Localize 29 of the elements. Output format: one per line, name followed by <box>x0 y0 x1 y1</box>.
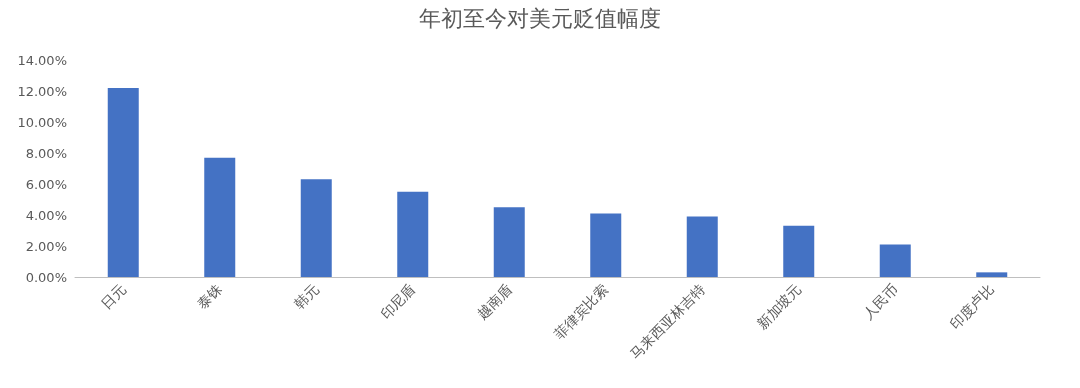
bar <box>783 225 815 277</box>
bar <box>107 87 139 277</box>
bar <box>879 244 911 277</box>
x-tick-label: 印度卢比 <box>946 281 998 333</box>
x-tick-label: 印尼盾 <box>377 281 419 323</box>
y-tick-label: 0.00% <box>25 269 67 285</box>
bar <box>493 207 525 277</box>
x-tick-label: 越南盾 <box>473 281 515 323</box>
bar <box>686 216 718 277</box>
y-tick-label: 6.00% <box>25 176 67 192</box>
x-tick-label: 马来西亚林吉特 <box>627 281 708 362</box>
x-tick-label: 日元 <box>97 281 129 313</box>
y-tick-label: 8.00% <box>25 145 67 161</box>
bar <box>590 213 622 277</box>
x-tick-label: 菲律宾比索 <box>550 281 612 343</box>
x-tick-label: 泰铢 <box>194 281 226 313</box>
x-tick-label: 韩元 <box>290 281 322 313</box>
y-tick-label: 12.00% <box>17 83 67 99</box>
bar <box>397 191 429 277</box>
bar <box>976 272 1008 277</box>
x-tick-label: 新加坡元 <box>753 281 805 333</box>
y-tick-label: 10.00% <box>17 114 67 130</box>
y-tick-label: 14.00% <box>17 52 67 68</box>
y-tick-label: 2.00% <box>25 238 67 254</box>
y-tick-label: 4.00% <box>25 207 67 223</box>
x-tick-label: 人民币 <box>859 281 901 323</box>
bar <box>204 157 236 277</box>
bar <box>300 179 332 277</box>
chart-title: 年初至今对美元贬值幅度 <box>419 5 661 31</box>
